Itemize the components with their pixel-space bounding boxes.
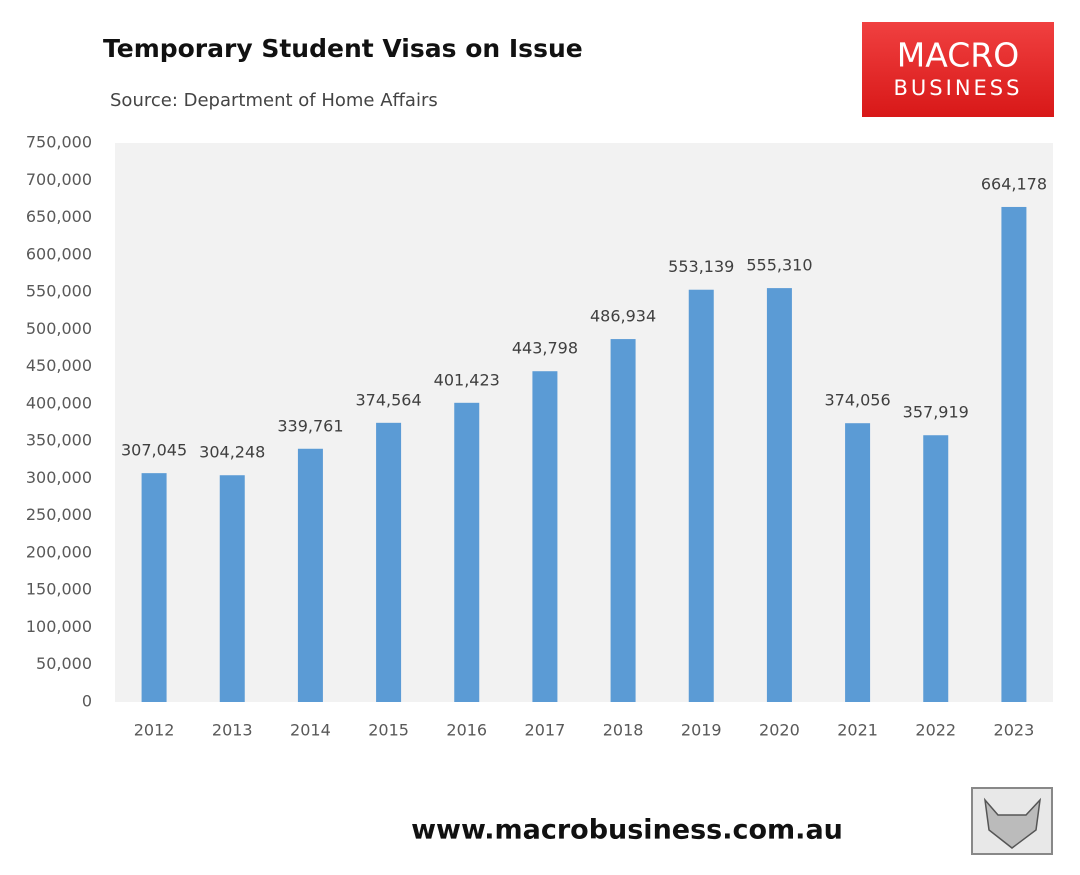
x-tick-label: 2013 — [212, 721, 253, 740]
y-tick-label: 50,000 — [36, 654, 92, 673]
bar — [688, 289, 714, 702]
x-tick-label: 2021 — [837, 721, 878, 740]
y-tick-label: 400,000 — [26, 393, 92, 412]
bar — [766, 288, 792, 702]
y-tick-label: 550,000 — [26, 282, 92, 301]
x-tick-label: 2017 — [525, 721, 566, 740]
y-tick-label: 650,000 — [26, 207, 92, 226]
x-tick-label: 2012 — [134, 721, 175, 740]
y-tick-label: 250,000 — [26, 505, 92, 524]
bar — [532, 371, 558, 702]
chart-title: Temporary Student Visas on Issue — [103, 34, 583, 63]
x-tick-label: 2023 — [994, 721, 1035, 740]
x-tick-label: 2014 — [290, 721, 331, 740]
value-label: 401,423 — [434, 370, 500, 389]
value-label: 374,056 — [824, 391, 890, 410]
y-tick-label: 700,000 — [26, 170, 92, 189]
x-tick-label: 2020 — [759, 721, 800, 740]
bar — [1001, 206, 1027, 702]
y-tick-label: 750,000 — [26, 133, 92, 152]
bar — [610, 339, 636, 702]
logo-text: BUSINESS — [894, 76, 1023, 100]
x-tick-label: 2015 — [368, 721, 409, 740]
y-tick-label: 450,000 — [26, 356, 92, 375]
y-tick-label: 500,000 — [26, 319, 92, 338]
x-tick-label: 2018 — [603, 721, 644, 740]
value-label: 555,310 — [746, 256, 812, 275]
y-tick-label: 300,000 — [26, 468, 92, 487]
logo-text: MACRO — [897, 36, 1019, 75]
value-label: 339,761 — [277, 416, 343, 435]
fox-icon — [983, 797, 1042, 849]
bar — [141, 473, 167, 702]
plot-area — [115, 143, 1053, 702]
chart-subtitle: Source: Department of Home Affairs — [110, 90, 438, 111]
y-tick-label: 150,000 — [26, 580, 92, 599]
value-label: 304,248 — [199, 443, 265, 462]
x-tick-label: 2016 — [446, 721, 487, 740]
y-tick-label: 350,000 — [26, 431, 92, 450]
value-label: 486,934 — [590, 307, 656, 326]
y-tick-label: 100,000 — [26, 617, 92, 636]
x-tick-label: 2019 — [681, 721, 722, 740]
value-label: 307,045 — [121, 441, 187, 460]
bar — [923, 435, 949, 702]
value-label: 553,139 — [668, 257, 734, 276]
value-label: 443,798 — [512, 339, 578, 358]
value-label: 664,178 — [981, 174, 1047, 193]
bar — [845, 423, 871, 702]
y-tick-label: 200,000 — [26, 542, 92, 561]
y-tick-label: 600,000 — [26, 244, 92, 263]
value-label: 374,564 — [355, 390, 421, 409]
value-label: 357,919 — [903, 403, 969, 422]
bar — [376, 422, 402, 702]
x-tick-label: 2022 — [915, 721, 956, 740]
footer-url: www.macrobusiness.com.au — [411, 815, 843, 846]
bar — [454, 402, 480, 702]
bar — [297, 448, 323, 702]
bar — [219, 475, 245, 702]
y-tick-label: 0 — [82, 692, 92, 711]
logo-box — [862, 22, 1054, 117]
